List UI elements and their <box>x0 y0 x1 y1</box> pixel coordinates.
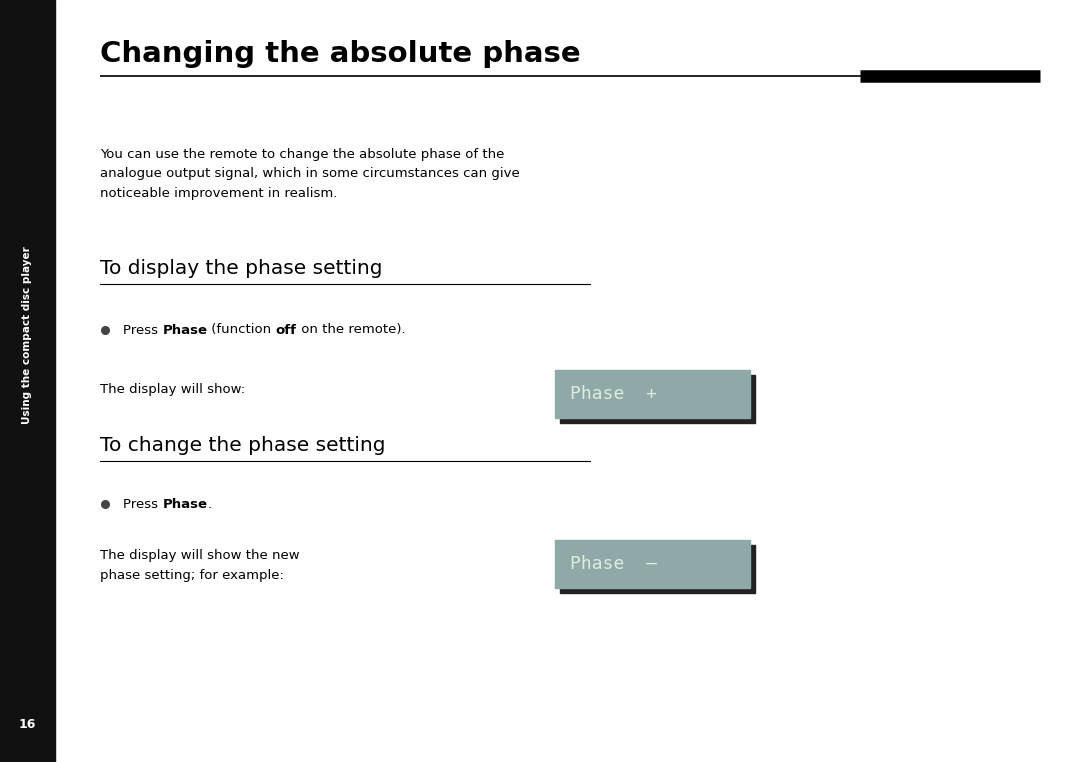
Text: phase setting; for example:: phase setting; for example: <box>100 569 284 582</box>
Text: Using the compact disc player: Using the compact disc player <box>23 246 32 424</box>
Text: To display the phase setting: To display the phase setting <box>100 259 382 278</box>
Text: The display will show the new: The display will show the new <box>100 549 299 562</box>
Bar <box>561 545 755 593</box>
Text: You can use the remote to change the absolute phase of the
analogue output signa: You can use the remote to change the abs… <box>100 148 519 200</box>
Bar <box>555 540 750 588</box>
Text: off: off <box>275 324 297 337</box>
Text: Changing the absolute phase: Changing the absolute phase <box>100 40 581 68</box>
Bar <box>0 0 55 762</box>
Text: To change the phase setting: To change the phase setting <box>100 436 386 455</box>
Text: Phase  +: Phase + <box>570 385 657 403</box>
Text: The display will show:: The display will show: <box>100 383 245 396</box>
Text: Phase: Phase <box>162 498 207 511</box>
Text: Press: Press <box>123 498 162 511</box>
Text: on the remote).: on the remote). <box>297 324 405 337</box>
Bar <box>555 370 750 418</box>
Text: Phase: Phase <box>162 324 207 337</box>
Text: Press: Press <box>123 324 162 337</box>
Text: (function: (function <box>207 324 275 337</box>
Bar <box>561 375 755 423</box>
Text: .: . <box>207 498 212 511</box>
Text: Phase  –: Phase – <box>570 555 657 573</box>
Text: 16: 16 <box>18 718 37 731</box>
